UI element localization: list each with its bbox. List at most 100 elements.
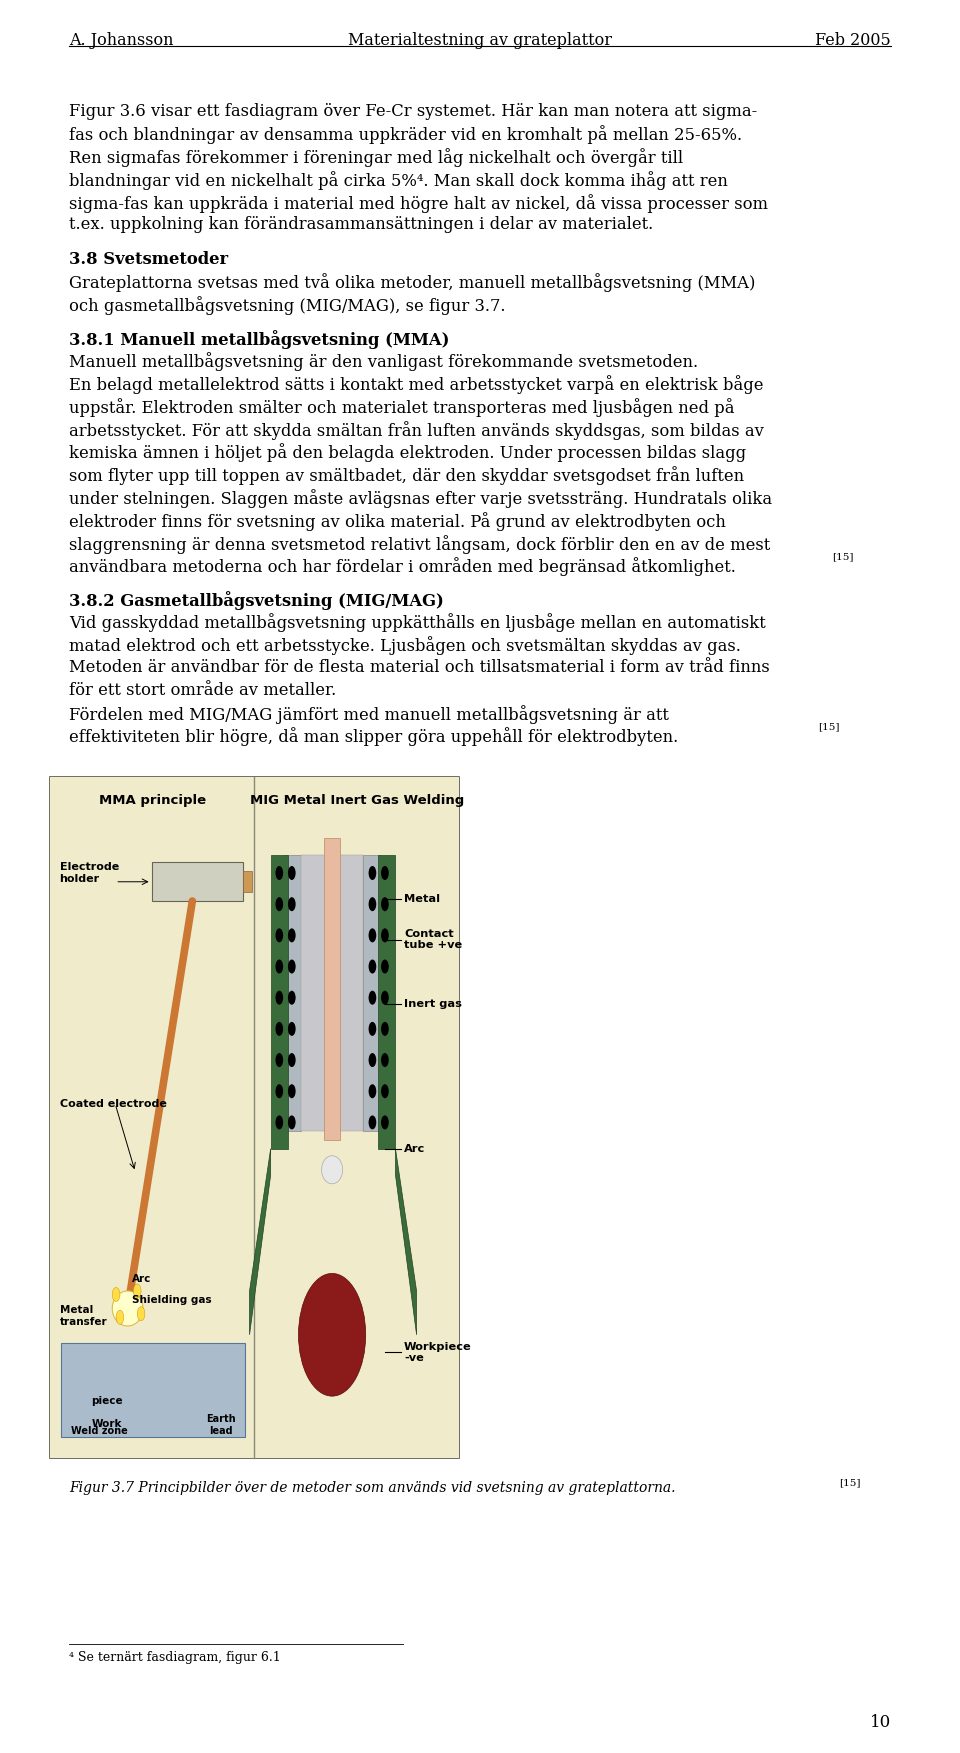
Text: elektroder finns för svetsning av olika material. På grund av elektrodbyten och: elektroder finns för svetsning av olika …	[69, 512, 726, 531]
Text: [15]: [15]	[832, 552, 853, 561]
Circle shape	[137, 1306, 145, 1320]
Circle shape	[381, 929, 389, 943]
Text: effektiviteten blir högre, då man slipper göra uppehåll för elektrodbyten.: effektiviteten blir högre, då man slippe…	[69, 727, 679, 747]
Bar	[243, 871, 252, 892]
Text: slaggrensning är denna svetsmetod relativt långsam, dock förblir den en av de me: slaggrensning är denna svetsmetod relati…	[69, 535, 770, 554]
Circle shape	[288, 1115, 296, 1129]
Text: ⁴ Se ternärt fasdiagram, figur 6.1: ⁴ Se ternärt fasdiagram, figur 6.1	[69, 1651, 281, 1664]
FancyBboxPatch shape	[363, 855, 380, 1131]
Circle shape	[112, 1287, 120, 1301]
FancyBboxPatch shape	[378, 855, 396, 1148]
Circle shape	[369, 898, 376, 912]
Circle shape	[369, 929, 376, 943]
Polygon shape	[250, 1148, 271, 1334]
Text: under stelningen. Slaggen måste avlägsnas efter varje svetssträng. Hundratals ol: under stelningen. Slaggen måste avlägsna…	[69, 489, 772, 508]
Circle shape	[288, 866, 296, 880]
Text: och gasmetallbågsvetsning (MIG/MAG), se figur 3.7.: och gasmetallbågsvetsning (MIG/MAG), se …	[69, 296, 506, 316]
Circle shape	[381, 1083, 389, 1097]
Text: En belagd metallelektrod sätts i kontakt med arbetsstycket varpå en elektrisk bå: En belagd metallelektrod sätts i kontakt…	[69, 375, 763, 394]
Ellipse shape	[299, 1273, 366, 1395]
Circle shape	[369, 866, 376, 880]
Text: blandningar vid en nickelhalt på cirka 5%⁴. Man skall dock komma ihåg att ren: blandningar vid en nickelhalt på cirka 5…	[69, 172, 728, 189]
Text: Weld zone: Weld zone	[71, 1425, 128, 1436]
Text: användbara metoderna och har fördelar i områden med begränsad åtkomlighet.: användbara metoderna och har fördelar i …	[69, 557, 736, 577]
Circle shape	[288, 929, 296, 943]
Text: 3.8 Svetsmetoder: 3.8 Svetsmetoder	[69, 251, 228, 268]
Circle shape	[133, 1283, 141, 1297]
Text: för ett stort område av metaller.: för ett stort område av metaller.	[69, 682, 336, 699]
Circle shape	[381, 866, 389, 880]
Text: 3.8.1 Manuell metallbågsvetsning (MMA): 3.8.1 Manuell metallbågsvetsning (MMA)	[69, 330, 449, 349]
Circle shape	[369, 1054, 376, 1068]
Text: Coated electrode: Coated electrode	[60, 1099, 166, 1110]
Text: t.ex. uppkolning kan förändrasammansättningen i delar av materialet.: t.ex. uppkolning kan förändrasammansättn…	[69, 217, 654, 233]
Text: Inert gas: Inert gas	[404, 999, 462, 1010]
Circle shape	[381, 1115, 389, 1129]
FancyBboxPatch shape	[284, 855, 301, 1131]
Circle shape	[288, 959, 296, 973]
FancyBboxPatch shape	[301, 855, 363, 1131]
Ellipse shape	[112, 1290, 143, 1325]
Text: [15]: [15]	[839, 1478, 860, 1487]
Text: Arc: Arc	[132, 1274, 152, 1283]
Bar	[50, 777, 459, 1458]
Text: MIG Metal Inert Gas Welding: MIG Metal Inert Gas Welding	[250, 794, 464, 806]
Bar	[152, 862, 243, 901]
Circle shape	[369, 1115, 376, 1129]
Text: som flyter upp till toppen av smältbadet, där den skyddar svetsgodset från lufte: som flyter upp till toppen av smältbadet…	[69, 466, 744, 486]
Text: Fördelen med MIG/MAG jämfört med manuell metallbågsvetsning är att: Fördelen med MIG/MAG jämfört med manuell…	[69, 705, 669, 724]
Circle shape	[276, 1022, 283, 1036]
Circle shape	[381, 1054, 389, 1068]
Text: Metal
transfer: Metal transfer	[60, 1304, 108, 1327]
Text: Electrode
holder: Electrode holder	[60, 862, 119, 884]
Text: Earth
lead: Earth lead	[206, 1415, 235, 1436]
Text: fas och blandningar av densamma uppkräder vid en kromhalt på mellan 25-65%.: fas och blandningar av densamma uppkräde…	[69, 126, 742, 144]
Text: A. Johansson: A. Johansson	[69, 32, 174, 49]
Bar	[61, 1343, 245, 1437]
Bar	[50, 777, 254, 1458]
Circle shape	[288, 1083, 296, 1097]
Text: Feb 2005: Feb 2005	[815, 32, 891, 49]
Circle shape	[276, 1054, 283, 1068]
Text: Materialtestning av grateplattor: Materialtestning av grateplattor	[348, 32, 612, 49]
Circle shape	[288, 990, 296, 1004]
Circle shape	[369, 959, 376, 973]
Text: Figur 3.6 visar ett fasdiagram över Fe-Cr systemet. Här kan man notera att sigma: Figur 3.6 visar ett fasdiagram över Fe-C…	[69, 103, 757, 119]
Text: Shielding gas: Shielding gas	[132, 1295, 212, 1304]
Circle shape	[369, 1083, 376, 1097]
Text: Work: Work	[92, 1418, 123, 1429]
Circle shape	[369, 990, 376, 1004]
Text: Contact
tube +ve: Contact tube +ve	[404, 929, 463, 950]
Ellipse shape	[322, 1155, 343, 1183]
Text: 3.8.2 Gasmetallbågsvetsning (MIG/MAG): 3.8.2 Gasmetallbågsvetsning (MIG/MAG)	[69, 591, 444, 610]
Circle shape	[381, 959, 389, 973]
Circle shape	[276, 866, 283, 880]
Text: Workpiece
-ve: Workpiece -ve	[404, 1341, 472, 1364]
Circle shape	[288, 1022, 296, 1036]
FancyBboxPatch shape	[271, 855, 288, 1148]
Circle shape	[276, 929, 283, 943]
Text: Ren sigmafas förekommer i föreningar med låg nickelhalt och övergår till: Ren sigmafas förekommer i föreningar med…	[69, 149, 684, 167]
Circle shape	[369, 1022, 376, 1036]
Circle shape	[276, 1115, 283, 1129]
Text: Arc: Arc	[404, 1143, 425, 1153]
Text: sigma-fas kan uppkräda i material med högre halt av nickel, då vissa processer s: sigma-fas kan uppkräda i material med hö…	[69, 195, 768, 212]
Circle shape	[276, 990, 283, 1004]
Text: Figur 3.7 Principbilder över de metoder som används vid svetsning av grateplatto: Figur 3.7 Principbilder över de metoder …	[69, 1481, 676, 1495]
Text: MMA principle: MMA principle	[99, 794, 205, 806]
Circle shape	[381, 898, 389, 912]
Text: Vid gasskyddad metallbågsvetsning uppkätthålls en ljusbåge mellan en automatiskt: Vid gasskyddad metallbågsvetsning uppkät…	[69, 614, 766, 633]
Circle shape	[381, 990, 389, 1004]
Circle shape	[381, 1022, 389, 1036]
Text: kemiska ämnen i höljet på den belagda elektroden. Under processen bildas slagg: kemiska ämnen i höljet på den belagda el…	[69, 444, 746, 463]
Text: [15]: [15]	[818, 722, 839, 731]
Circle shape	[276, 1083, 283, 1097]
Circle shape	[288, 1054, 296, 1068]
Text: piece: piece	[91, 1395, 123, 1406]
Text: Manuell metallbågsvetsning är den vanligast förekommande svetsmetoden.: Manuell metallbågsvetsning är den vanlig…	[69, 352, 698, 372]
Text: matad elektrod och ett arbetsstycke. Ljusbågen och svetsmältan skyddas av gas.: matad elektrod och ett arbetsstycke. Lju…	[69, 636, 741, 656]
Circle shape	[288, 898, 296, 912]
Text: Metal: Metal	[404, 894, 441, 905]
Circle shape	[276, 898, 283, 912]
Text: 10: 10	[870, 1714, 891, 1732]
